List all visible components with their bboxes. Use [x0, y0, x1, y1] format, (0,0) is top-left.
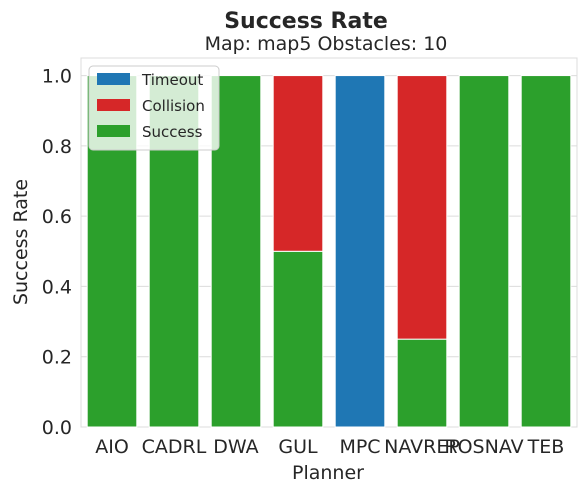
y-tick-label: 0.2: [42, 347, 72, 369]
legend-label-success: Success: [142, 123, 203, 141]
legend-label-collision: Collision: [142, 97, 205, 115]
chart-subtitle: Map: map5 Obstacles: 10: [205, 33, 448, 55]
y-tick-label: 0.4: [42, 276, 72, 298]
bar-gul-success: [272, 250, 324, 428]
legend-swatch-collision: [97, 99, 130, 111]
plot-frame: [80, 57, 578, 428]
bar-gul-collision: [272, 75, 324, 252]
x-tick-label: ROSNAV: [444, 436, 523, 458]
x-axis-label: Planner: [292, 462, 364, 484]
legend-swatch-success: [97, 125, 130, 137]
bar-rosnav-success: [458, 75, 510, 428]
y-ticks: 0.0 0.2 0.4 0.6 0.8 1.0: [42, 66, 72, 439]
legend-swatch-timeout: [97, 73, 130, 85]
x-tick-label: MPC: [339, 436, 380, 458]
x-tick-label: CADRL: [142, 436, 207, 458]
legend: Timeout Collision Success: [88, 65, 220, 151]
y-tick-label: 0.0: [42, 417, 72, 439]
y-axis-label: Success Rate: [10, 179, 32, 305]
x-tick-label: TEB: [527, 436, 565, 458]
x-tick-label: GUL: [278, 436, 318, 458]
x-tick-label: DWA: [213, 436, 258, 458]
y-tick-label: 0.8: [42, 136, 72, 158]
y-tick-label: 1.0: [42, 66, 72, 88]
x-tick-label: NAVREP: [384, 436, 460, 458]
bar-mpc-timeout: [334, 75, 386, 428]
bar-teb-success: [520, 75, 572, 428]
legend-label-timeout: Timeout: [141, 71, 203, 89]
bar-navrep-success: [396, 338, 448, 428]
chart-title: Success Rate: [224, 9, 388, 34]
y-tick-label: 0.6: [42, 206, 72, 228]
bar-navrep-collision: [396, 75, 448, 340]
x-tick-label: AIO: [95, 436, 129, 458]
